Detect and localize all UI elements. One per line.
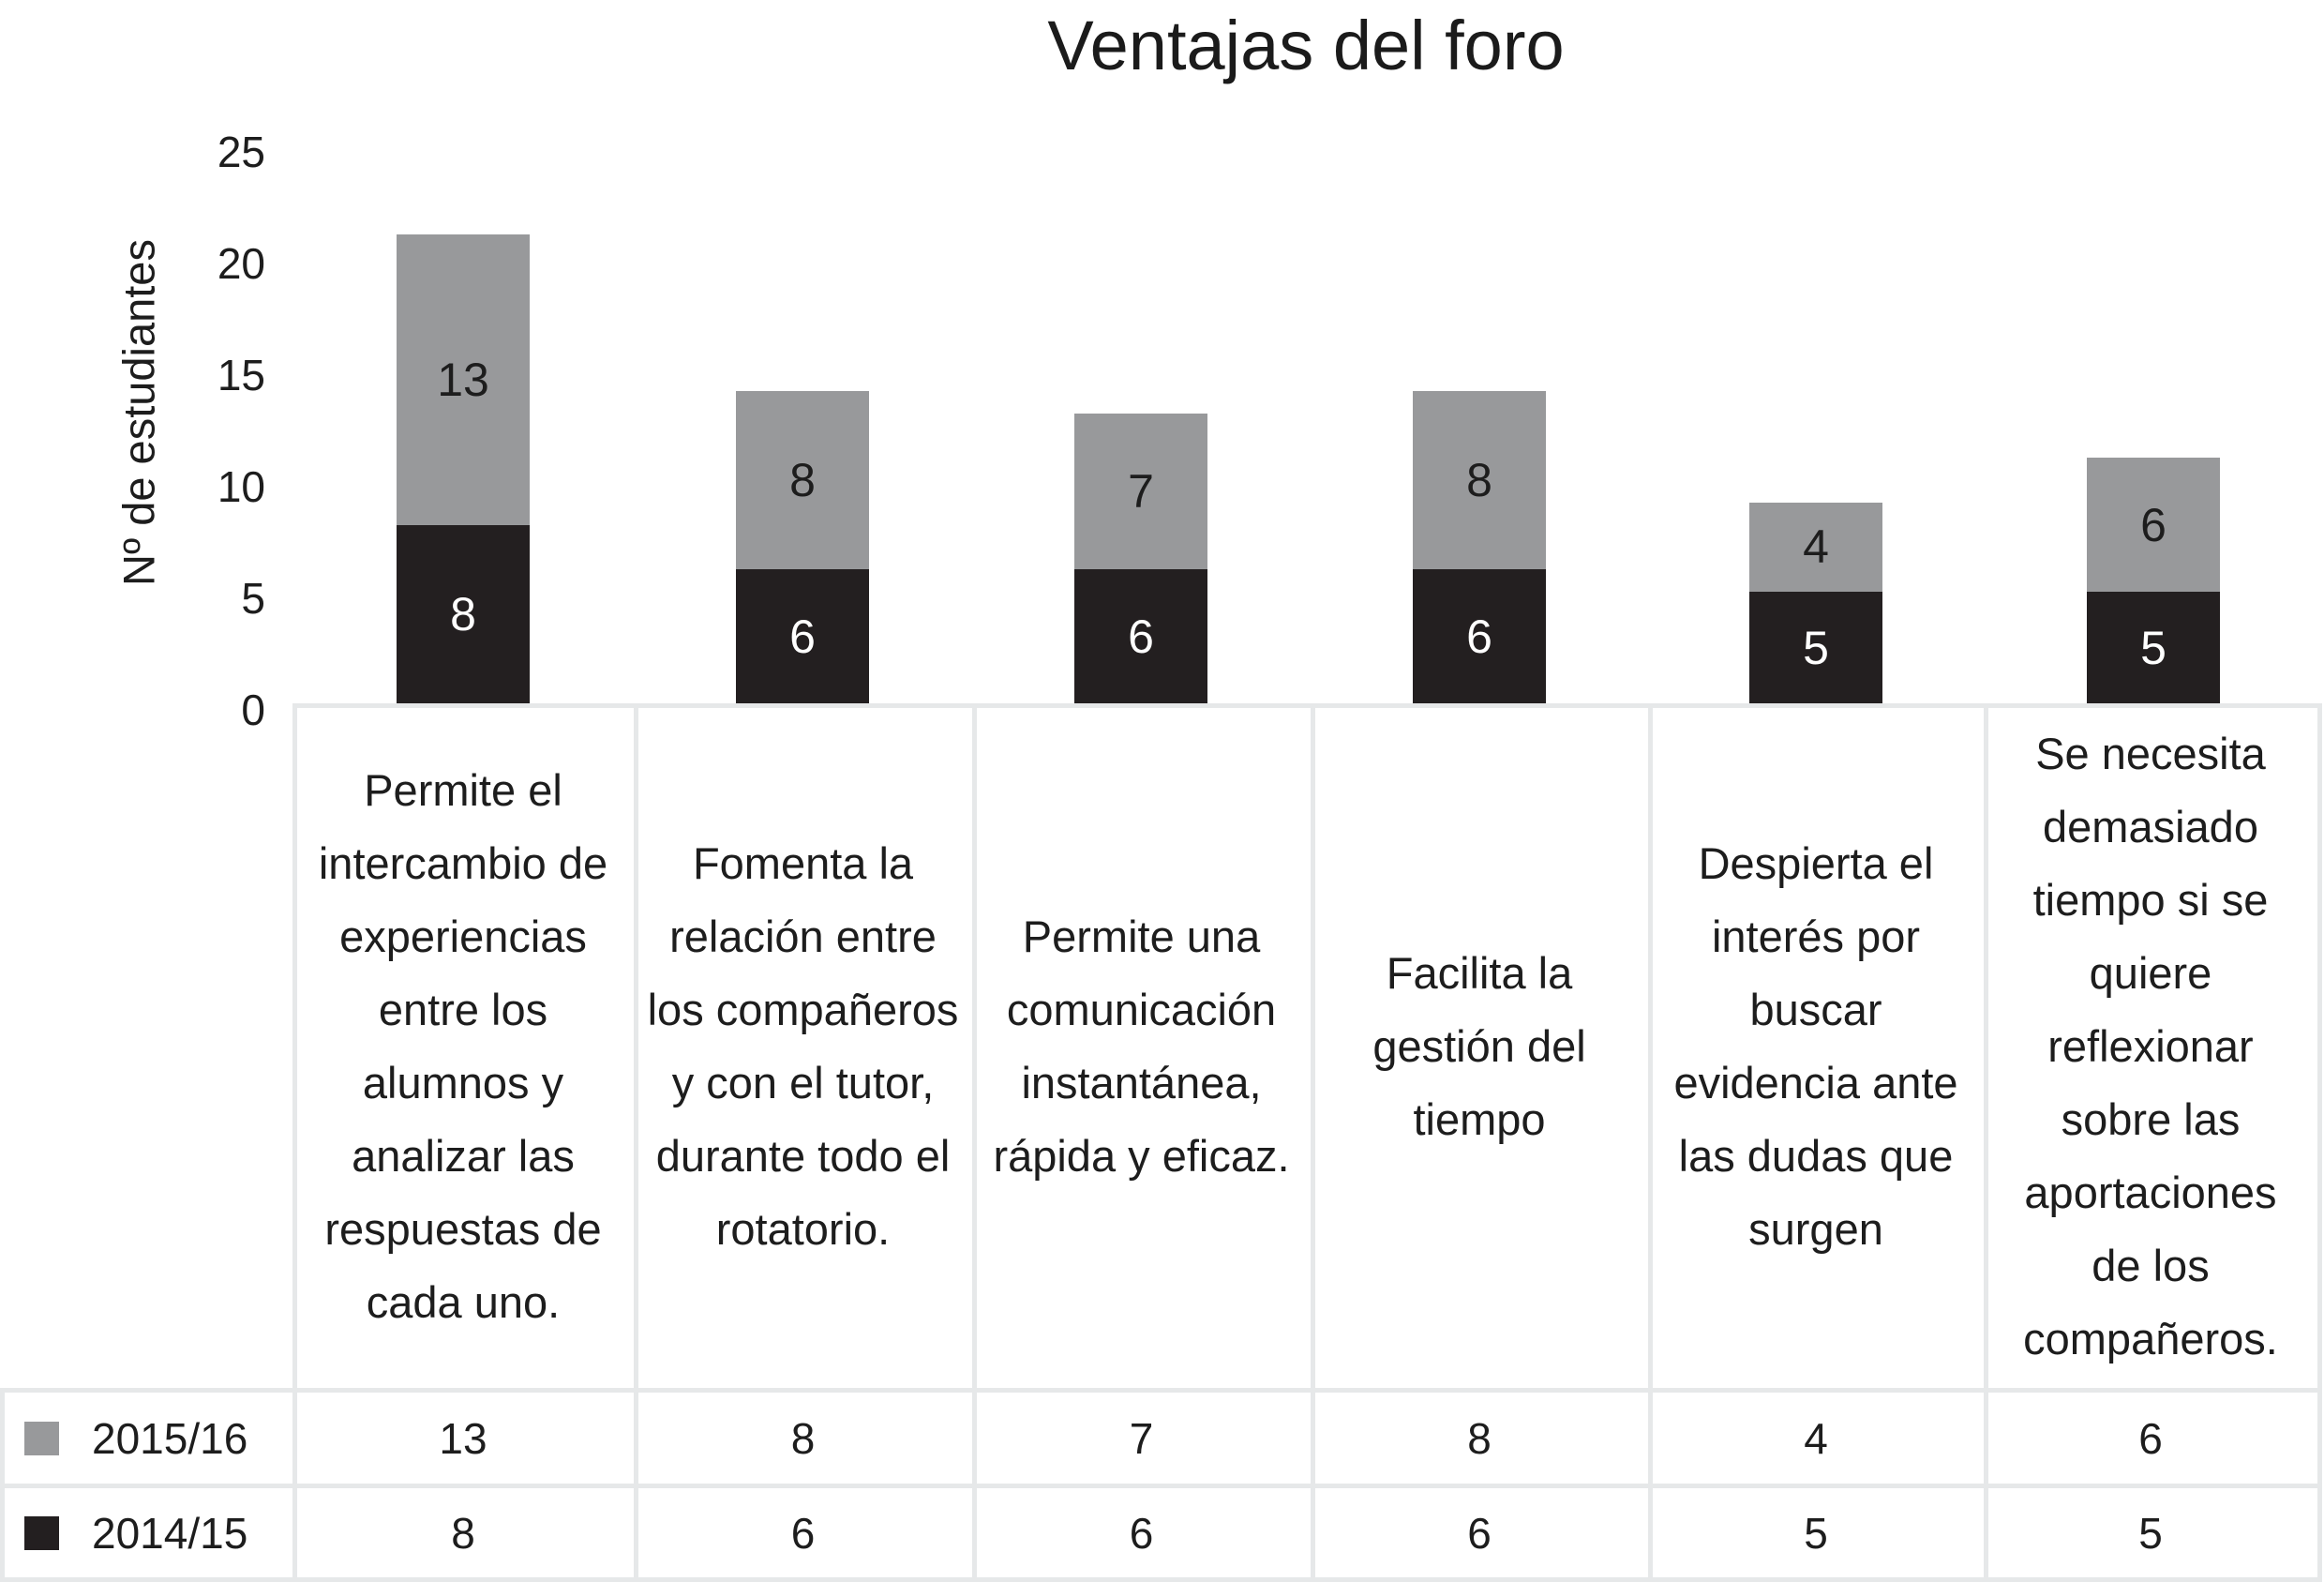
bar-4-segment-2014-15: 6 [1413, 569, 1546, 703]
y-tick-0: 0 [241, 686, 265, 734]
table-cell-2015-16-c6: 6 [2138, 1413, 2163, 1463]
bar-6-label-2014-15: 5 [2140, 621, 2167, 674]
bar-2-segment-2014-15: 6 [736, 569, 869, 703]
legend-swatch-2015-16-icon [24, 1421, 59, 1455]
bar-4-label-2014-15: 6 [1466, 610, 1492, 663]
bar-2-segment-2015-16: 8 [736, 390, 869, 570]
y-tick-20: 20 [217, 239, 265, 288]
table-cell-2014-15-c6: 5 [2138, 1508, 2163, 1558]
bar-5-label-2014-15: 5 [1803, 621, 1829, 674]
legend-row-2015-16: 2015/16 [0, 1393, 292, 1484]
table-border-top [292, 703, 2322, 708]
bar-group-4: 8 6 [1413, 390, 1546, 703]
table-cell-2015-16-c5: 4 [1804, 1413, 1828, 1463]
table-cell-2015-16-c4: 8 [1467, 1413, 1492, 1463]
legend-row-2014-15: 2014/15 [0, 1488, 292, 1577]
table-cell-2014-15-c2: 6 [790, 1508, 816, 1558]
category-label-4: Facilita la gestión del tiempo [1372, 948, 1586, 1144]
table-cell-2015-16-c1: 13 [439, 1413, 487, 1463]
bar-3-segment-2015-16: 7 [1074, 413, 1207, 570]
table-cell-2014-15-c4: 6 [1467, 1508, 1492, 1558]
bar-2-label-2015-16: 8 [789, 454, 816, 506]
table-border-bottom [0, 1577, 2322, 1582]
bar-group-1: 13 8 [397, 234, 530, 703]
bar-group-6: 6 5 [2087, 458, 2220, 703]
y-tick-10: 10 [217, 462, 265, 511]
bar-3-segment-2014-15: 6 [1074, 569, 1207, 703]
table-border-row2-top [0, 1484, 2322, 1488]
category-label-2: Fomenta la relación entre los compañeros… [647, 838, 959, 1254]
legend-label-2014-15: 2014/15 [92, 1508, 248, 1558]
bar-group-3: 7 6 [1074, 413, 1207, 703]
bar-6-segment-2014-15: 5 [2087, 592, 2220, 703]
category-label-1: Permite el intercambio de experiencias e… [318, 765, 608, 1327]
bar-group-5: 4 5 [1749, 502, 1882, 703]
bar-1-label-2014-15: 8 [450, 587, 476, 640]
bar-6-label-2015-16: 6 [2140, 498, 2167, 551]
legend-label-2015-16: 2015/16 [92, 1413, 248, 1463]
bar-3-label-2015-16: 7 [1128, 464, 1154, 518]
table-cell-2014-15-c1: 8 [451, 1508, 475, 1558]
y-tick-25: 25 [217, 128, 265, 176]
bar-group-2: 8 6 [736, 390, 869, 703]
table-cell-2015-16-c2: 8 [790, 1413, 816, 1463]
bar-5-segment-2015-16: 4 [1749, 502, 1882, 592]
table-divider-5 [1648, 703, 1653, 1582]
category-label-5: Despierta el interés por buscar evidenci… [1673, 838, 1958, 1254]
table-cell-2014-15-c3: 6 [1129, 1508, 1154, 1558]
table-border-right [2317, 703, 2322, 1582]
bar-6-segment-2015-16: 6 [2087, 458, 2220, 592]
table-divider-3 [972, 703, 977, 1582]
table-border-row1-top [0, 1388, 2322, 1393]
y-axis-label: Nº de estudiantes [113, 239, 164, 586]
table-cell-2014-15-c5: 5 [1804, 1508, 1828, 1558]
category-label-6: Se necesita demasiado tiempo si se quier… [2023, 729, 2278, 1364]
table-divider-2 [634, 703, 638, 1582]
bar-4-segment-2015-16: 8 [1413, 390, 1546, 570]
bar-1-label-2015-16: 13 [437, 353, 489, 406]
y-tick-5: 5 [241, 574, 265, 623]
bar-2-label-2014-15: 6 [789, 610, 816, 663]
bar-5-label-2015-16: 4 [1803, 520, 1829, 574]
table-cell-2015-16-c3: 7 [1129, 1413, 1154, 1463]
table-divider-6 [1984, 703, 1988, 1582]
bar-5-segment-2014-15: 5 [1749, 592, 1882, 703]
bar-1-segment-2015-16: 13 [397, 234, 530, 525]
category-label-3: Permite una comunicación instantánea, rá… [993, 912, 1290, 1181]
table-divider-4 [1311, 703, 1315, 1582]
legend-swatch-2014-15-icon [24, 1515, 59, 1550]
table-divider-1 [292, 703, 297, 1582]
y-tick-15: 15 [217, 351, 265, 399]
bar-3-label-2014-15: 6 [1128, 610, 1154, 663]
bar-4-label-2015-16: 8 [1466, 454, 1492, 506]
table-border-left [0, 1388, 5, 1582]
chart-title: Ventajas del foro [1047, 7, 1565, 84]
bar-1-segment-2014-15: 8 [397, 524, 530, 703]
